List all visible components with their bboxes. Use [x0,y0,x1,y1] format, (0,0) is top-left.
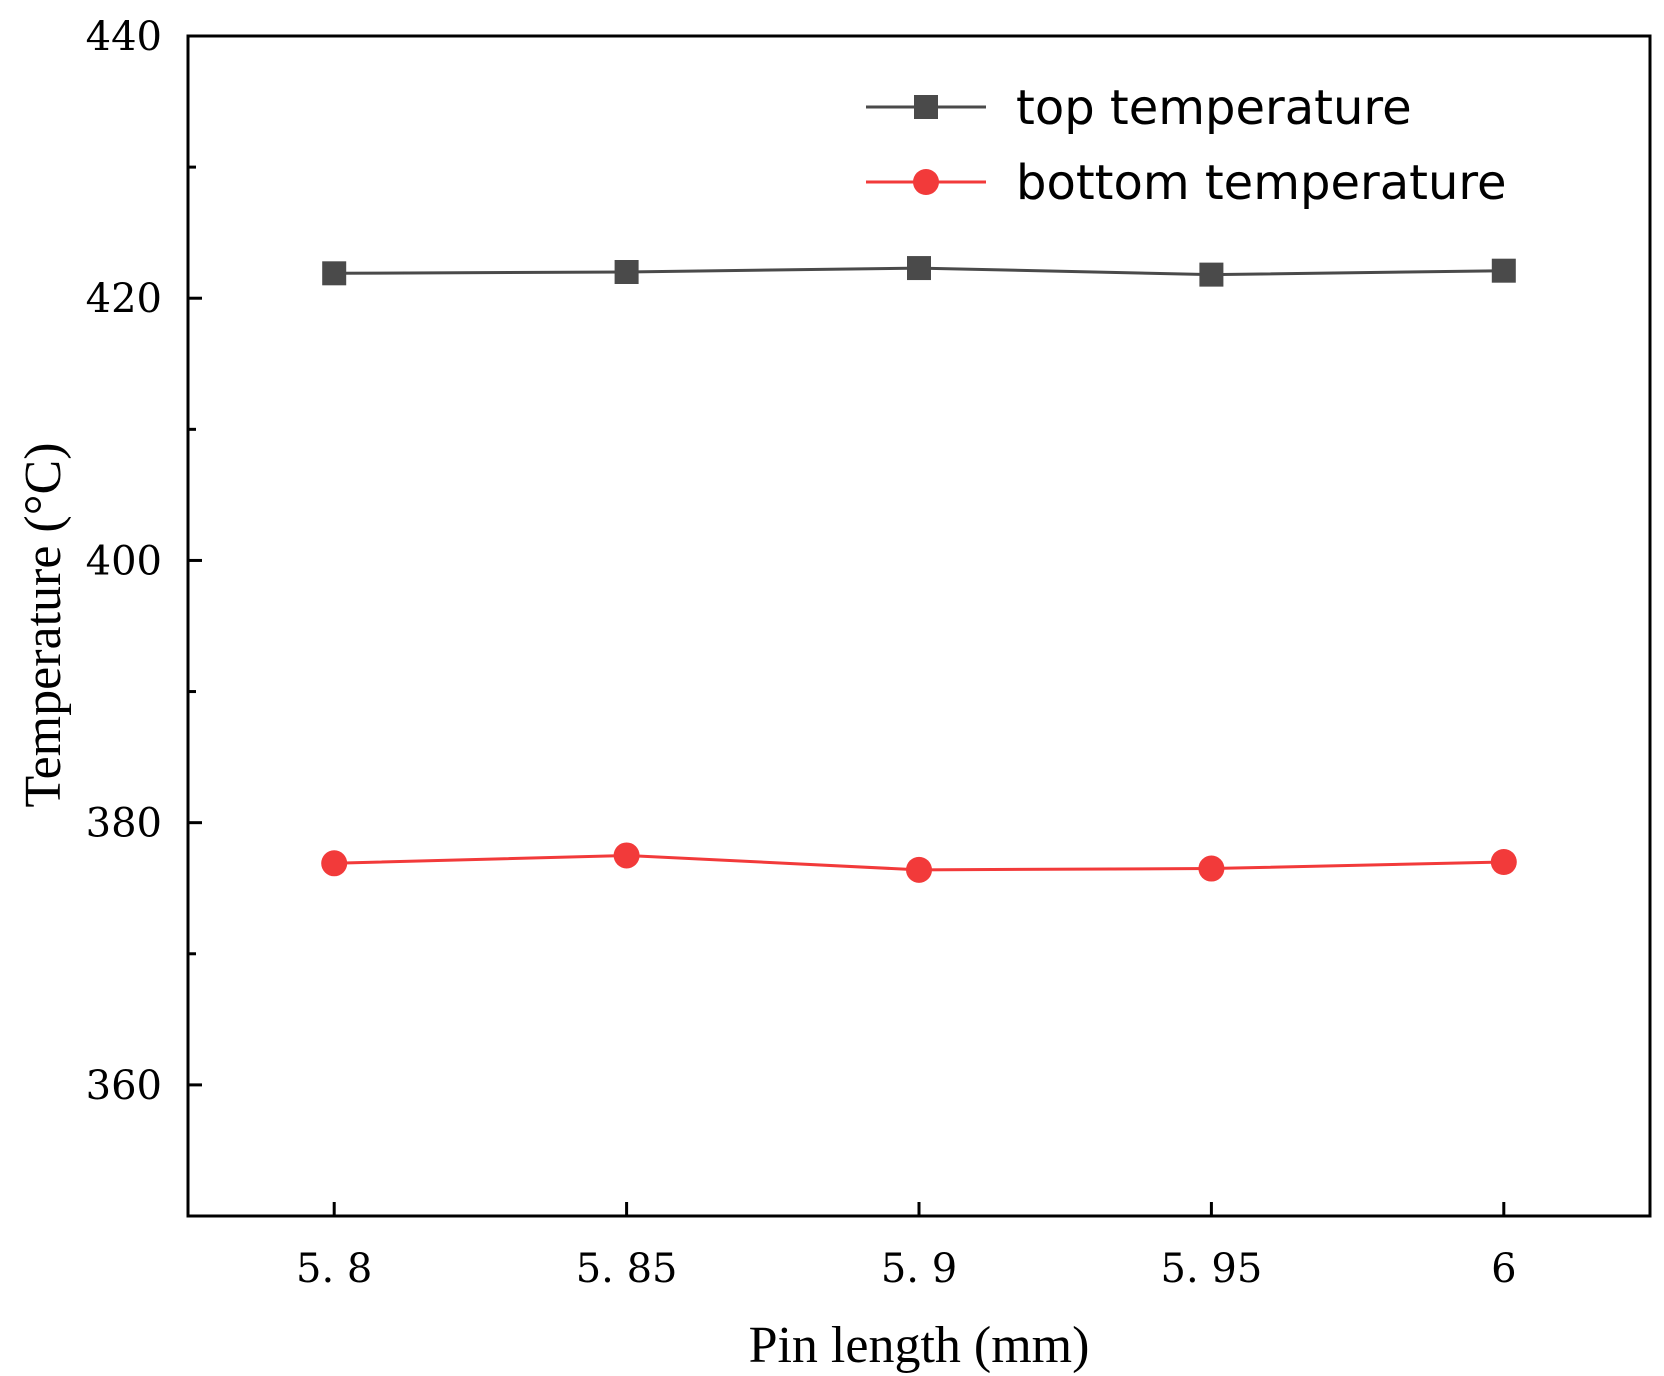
y-tick-label: 440 [86,14,162,60]
y-tick-label: 420 [86,276,162,322]
top-temperature-point [1199,262,1224,287]
bottom-temperature-point [321,850,348,877]
top-temperature-point [322,261,347,286]
x-tick-label: 5. 9 [881,1246,957,1292]
x-tick-label: 6 [1491,1246,1516,1292]
legend-top-label: top temperature [1016,80,1412,136]
x-axis-ticks: 5. 8 5. 85 5. 9 5. 95 6 [296,1202,1517,1292]
top-temperature-point [907,256,931,281]
series-layer [321,256,1517,883]
plot-frame [186,34,1652,1218]
x-tick-label: 5. 8 [296,1246,372,1292]
top-temperature-point [614,260,639,284]
legend-circle-marker [913,169,939,195]
bottom-temperature-point [1198,855,1225,882]
y-tick-label: 380 [86,801,162,847]
y-tick-label: 400 [86,538,162,584]
bottom-temperature-point [906,856,932,883]
bottom-temperature-point [1490,849,1517,875]
x-tick-label: 5. 85 [576,1246,678,1292]
y-axis-ticks: 360 380 400 420 440 [86,14,202,1109]
y-tick-label: 360 [86,1063,162,1109]
legend-square-marker [914,95,938,119]
bottom-temperature-point [613,842,640,869]
x-axis-title: Pin length (mm) [749,1317,1090,1374]
legend-bottom-label: bottom temperature [1016,155,1507,211]
top-temperature-point [1491,258,1516,283]
legend: top temperature bottom temperature [866,80,1507,211]
y-axis-title: Temperature (°C) [15,442,72,807]
x-tick-label: 5. 95 [1161,1246,1263,1292]
